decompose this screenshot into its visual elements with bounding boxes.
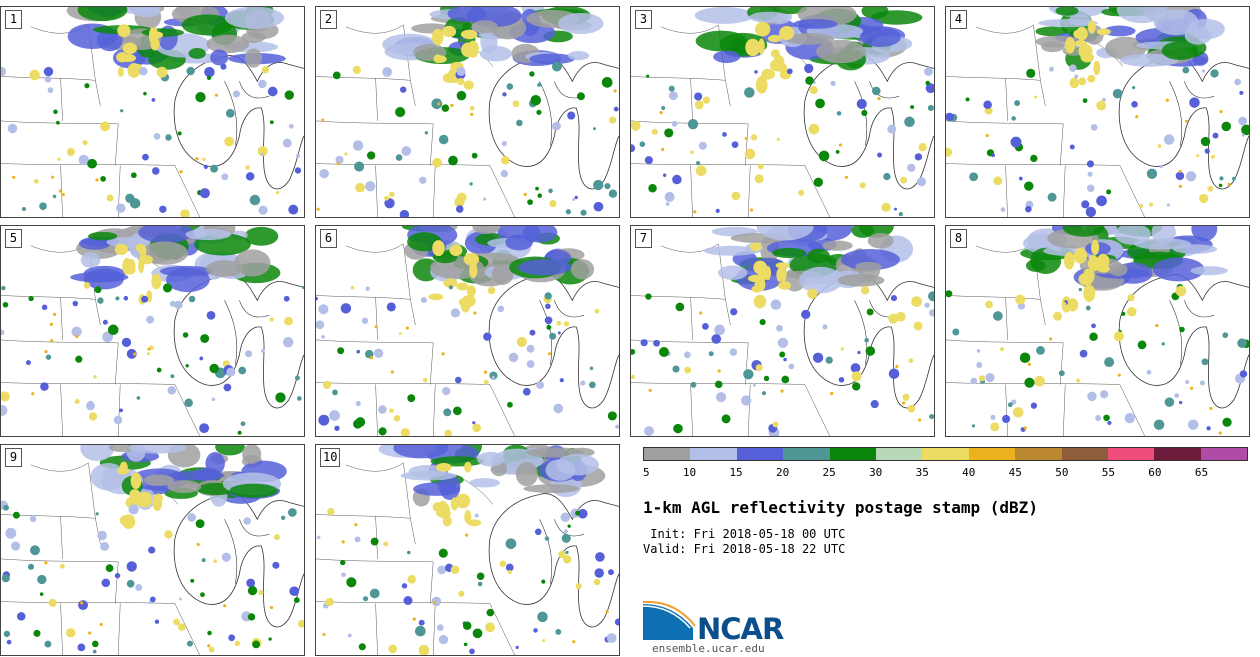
colorbar-tick: 5 (643, 466, 650, 479)
panel-label: 1 (5, 10, 22, 29)
colorbar-tick: 55 (1101, 466, 1115, 479)
colorbar-tick: 65 (1194, 466, 1209, 479)
panel-label: 9 (5, 448, 22, 467)
stamp-panel-3: 3 (630, 6, 935, 218)
reflectivity-map (946, 7, 1249, 217)
ncar-logo-icon (643, 600, 696, 640)
colorbar-tick: 50 (1055, 466, 1069, 479)
stamp-panel-4: 4 (945, 6, 1250, 218)
colorbar-tick: 20 (775, 466, 790, 479)
reflectivity-map (1, 445, 304, 655)
panel-label: 7 (635, 229, 652, 248)
colorbar-segment (1107, 448, 1155, 460)
stamp-panel-5: 5 (0, 225, 305, 437)
colorbar-segment (1061, 448, 1108, 460)
reflectivity-map (316, 226, 619, 436)
colorbar-segment (875, 448, 923, 460)
colorbar-segment (644, 448, 691, 460)
init-time: Init: Fri 2018-05-18 00 UTC (643, 527, 846, 541)
reflectivity-map (946, 226, 1249, 436)
colorbar-segment (1015, 448, 1062, 460)
colorbar-tick: 60 (1148, 466, 1162, 479)
colorbar-segment (1200, 448, 1248, 460)
colorbar-segment (736, 448, 784, 460)
colorbar-segment (690, 448, 737, 460)
reflectivity-map (631, 7, 934, 217)
site-url: ensemble.ucar.edu (652, 642, 765, 655)
colorbar-tick: 15 (729, 466, 743, 479)
colorbar-segment (968, 448, 1016, 460)
colorbar-segment (1154, 448, 1201, 460)
reflectivity-colorbar (643, 447, 1248, 461)
reflectivity-map (1, 7, 304, 217)
stamp-panel-9: 9 (0, 444, 305, 656)
panel-label: 4 (950, 10, 967, 29)
logo-wordmark: NCAR (697, 612, 784, 646)
colorbar-segment (783, 448, 830, 460)
valid-time: Valid: Fri 2018-05-18 22 UTC (643, 542, 846, 556)
colorbar-tick: 30 (869, 466, 883, 479)
reflectivity-map (1, 226, 304, 436)
colorbar-tick: 35 (915, 466, 929, 479)
reflectivity-map (316, 7, 619, 217)
stamp-panel-2: 2 (315, 6, 620, 218)
stamp-panel-6: 6 (315, 225, 620, 437)
colorbar-ticks: 5 10 15 20 25 30 35 40 45 50 55 60 65 (643, 466, 1248, 482)
reflectivity-map (631, 226, 934, 436)
colorbar-tick: 10 (682, 466, 697, 479)
colorbar-tick: 40 (962, 466, 976, 479)
colorbar-tick: 45 (1008, 466, 1022, 479)
stamp-panel-1: 1 (0, 6, 305, 218)
stamp-panel-7: 7 (630, 225, 935, 437)
panel-label: 2 (320, 10, 337, 29)
reflectivity-map (316, 445, 619, 655)
panel-label: 5 (5, 229, 22, 248)
panel-label: 3 (635, 10, 652, 29)
colorbar-tick: 25 (822, 466, 836, 479)
stamp-panel-10: 10 (315, 444, 620, 656)
colorbar-segment (922, 448, 969, 460)
figure-title: 1-km AGL reflectivity postage stamp (dBZ… (643, 498, 1038, 517)
panel-label: 10 (320, 448, 341, 467)
stamp-panel-8: 8 (945, 225, 1250, 437)
panel-label: 6 (320, 229, 337, 248)
colorbar-segment (829, 448, 876, 460)
panel-label: 8 (950, 229, 967, 248)
